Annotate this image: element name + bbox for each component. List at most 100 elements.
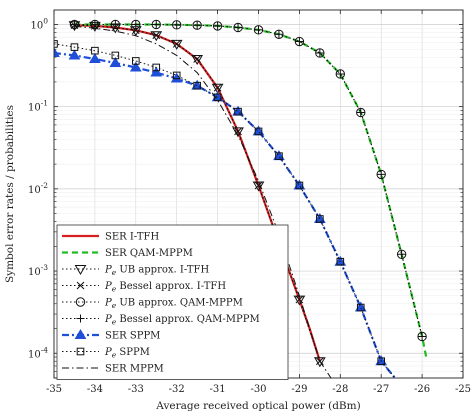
data-point [336,257,345,266]
x-tick-label: -29 [291,384,307,395]
x-tick-label: -35 [46,384,62,395]
y-tick-label: 10-4 [28,345,48,360]
data-point [397,381,407,390]
data-point [254,127,263,136]
data-point [233,22,243,33]
legend-label: SER SPPM [105,331,160,342]
legend-item: SER SPPM [62,329,160,342]
data-point [213,83,222,92]
data-point [170,72,183,83]
data-point [151,19,161,30]
data-point [172,20,182,30]
data-point [109,56,122,67]
x-tick-label: -28 [332,384,348,395]
data-point [152,31,161,40]
data-point [150,66,163,77]
data-point [170,39,183,50]
data-point [356,107,366,118]
data-point [91,46,99,55]
legend-item: Pe Bessel approx. I-TFH [62,281,226,294]
data-point [89,53,101,64]
data-point [70,20,79,29]
y-tick-label: 10-1 [28,99,48,114]
x-tick-label: -25 [455,384,471,395]
legend-item: SER MPPM [62,364,164,375]
data-point [172,20,181,29]
legend-item: Pe Bessel approx. QAM-MPPM [62,314,260,327]
x-tick-label: -34 [87,384,103,395]
data-point [211,83,224,94]
legend-label: Pe UB approx. I-TFH [104,265,209,278]
data-point [193,81,201,90]
legend-label: SER MPPM [105,364,164,375]
legend-marker [75,297,86,307]
legend-marker [76,281,85,290]
data-point [254,25,263,34]
data-point [232,127,244,138]
x-tick-label: -33 [128,384,144,395]
data-point [294,36,305,47]
data-point [193,21,202,30]
legend-item: Pe UB approx. I-TFH [62,265,209,278]
legend-label: SER I-TFH [105,232,159,243]
series-7 [54,40,405,390]
data-point [192,20,202,30]
data-point [398,383,405,390]
data-point [397,250,406,259]
data-point [315,48,325,58]
data-point [234,107,242,116]
data-point [191,55,204,66]
data-point [129,61,142,72]
legend-label: Pe Bessel approx. QAM-MPPM [104,314,260,327]
data-point [54,46,60,57]
data-point [376,169,386,180]
data-point [418,332,427,341]
data-point [335,69,345,79]
data-point [152,20,161,29]
x-tick-label: -30 [250,384,266,395]
series-layer [54,19,428,390]
data-point [295,37,304,46]
y-axis-label: Symbol error rates / probabilities [4,105,16,283]
series-line [54,51,397,378]
data-point [417,331,427,342]
legend-item: SER I-TFH [62,232,159,243]
legend-marker [76,347,85,356]
data-point [172,40,181,48]
x-tick-label: -32 [169,384,185,395]
legend-label: Pe Bessel approx. I-TFH [104,281,226,294]
legend-marker [76,314,85,323]
data-point [152,63,161,72]
data-point [316,215,324,223]
data-point [274,29,284,39]
data-point [234,23,243,32]
data-point [68,49,81,60]
legend-marker [74,329,87,339]
data-point [295,181,304,190]
data-point [111,51,120,60]
data-point [234,127,242,136]
data-point [377,357,385,366]
data-point [172,71,181,80]
data-point [313,357,326,368]
data-point [356,108,365,117]
legend-label: SER QAM-MPPM [105,248,193,259]
legend-item: Pe UB approx. QAM-MPPM [62,297,243,310]
data-point [396,249,407,259]
legend: SER I-TFH SER QAM-MPPM Pe UB approx. I-TFH… [56,224,289,380]
data-point [274,30,283,39]
data-point [336,69,345,78]
data-point [213,21,222,30]
x-tick-label: -26 [414,384,430,395]
series-line [74,25,332,378]
x-axis-label: Average received optical power (dBm) [155,400,360,412]
data-point [275,152,283,160]
data-point [111,20,120,29]
legend-item: Pe SPPM [62,347,150,360]
legend-marker [74,265,87,275]
data-point [70,43,79,51]
series-8 [74,25,332,378]
data-point [193,55,202,63]
